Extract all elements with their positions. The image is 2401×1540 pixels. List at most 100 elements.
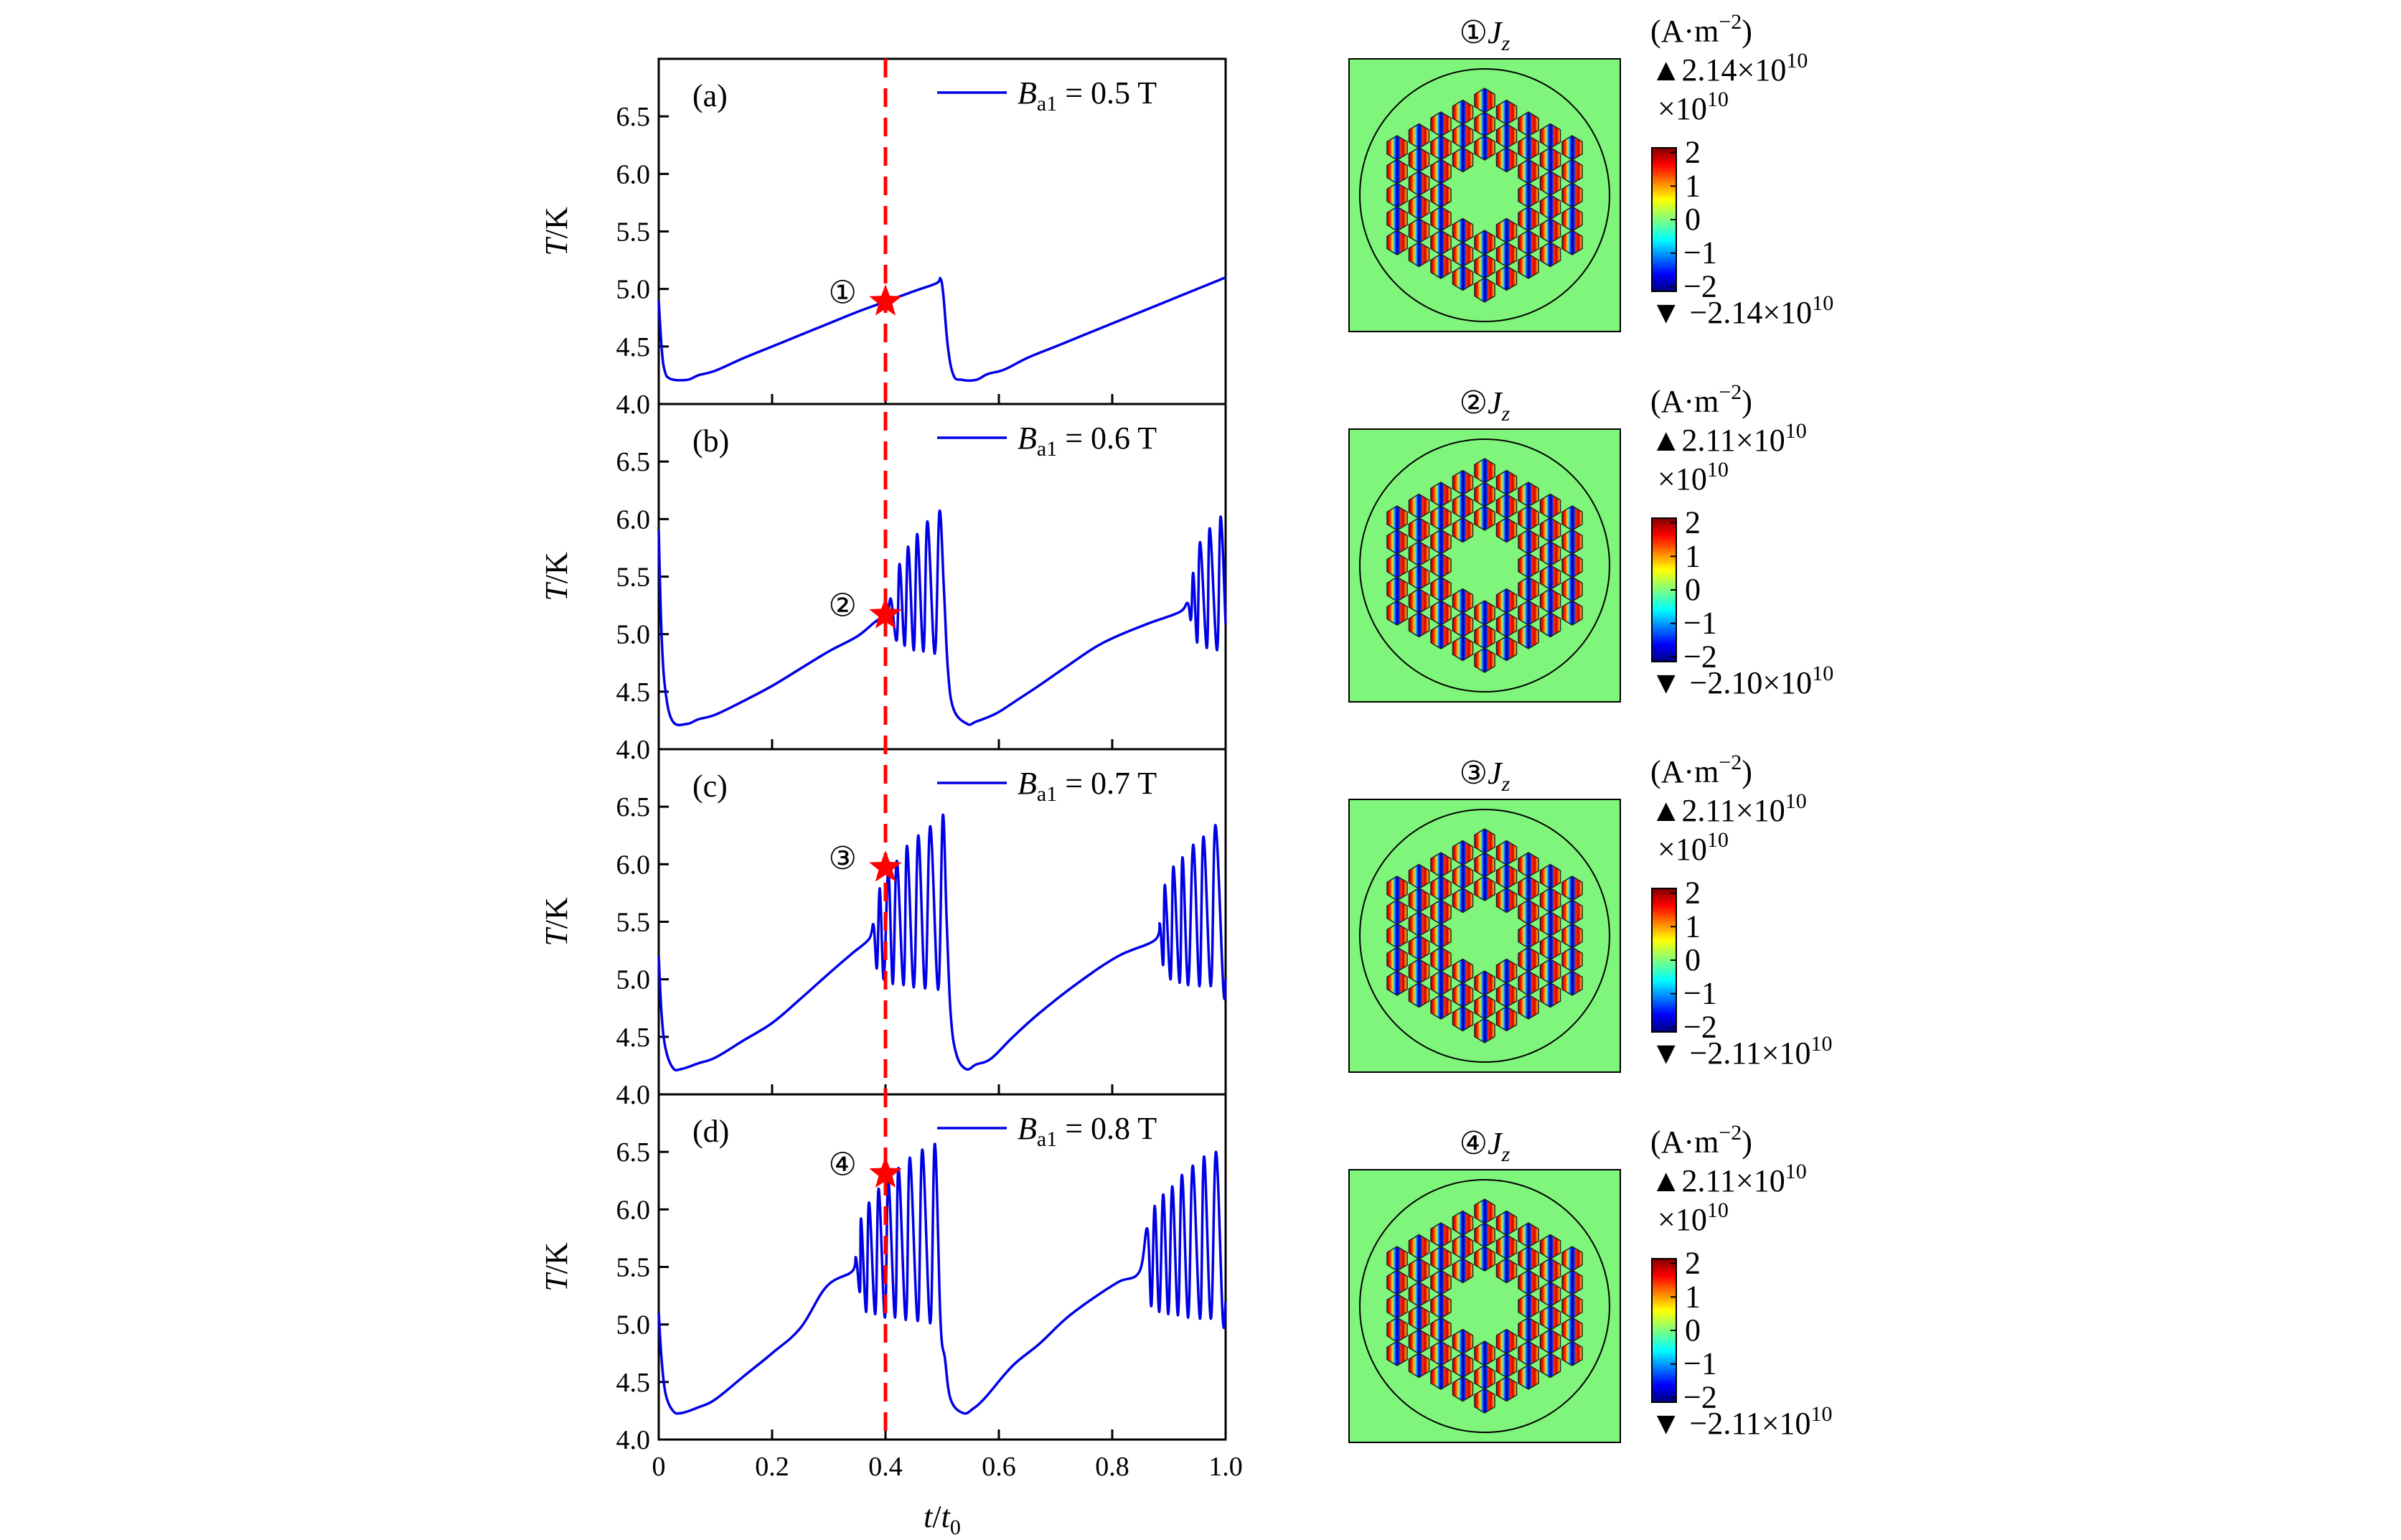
colorbar-scale-label: ×1010 xyxy=(1658,88,1729,126)
superconducting-filament xyxy=(1561,600,1583,626)
superconducting-filament xyxy=(1495,469,1518,496)
superconducting-filament xyxy=(1495,265,1518,291)
colorbar-tick-label: 2 xyxy=(1685,875,1701,911)
superconducting-filament xyxy=(1518,1341,1539,1366)
superconducting-filament xyxy=(1452,217,1474,244)
y-axis-label: T/K xyxy=(539,897,574,947)
superconducting-filament xyxy=(1386,899,1408,925)
superconducting-filament xyxy=(1430,576,1452,602)
marker-label: ② xyxy=(829,588,857,623)
marker-label: ① xyxy=(829,275,857,310)
superconducting-filament xyxy=(1430,529,1452,555)
legend-label: Ba1 = 0.8 T xyxy=(1018,1111,1157,1151)
legend-label: Ba1 = 0.7 T xyxy=(1018,766,1157,806)
boundary-circle xyxy=(1359,68,1610,322)
unit-label: (A·m−2) xyxy=(1650,10,1752,49)
superconducting-filament xyxy=(1518,505,1539,531)
superconducting-filament xyxy=(1386,230,1408,255)
marker-label: ④ xyxy=(829,1147,857,1183)
superconducting-filament xyxy=(1474,230,1495,255)
superconducting-filament xyxy=(1430,600,1452,626)
superconducting-filament xyxy=(1386,529,1408,555)
unit-label: (A·m−2) xyxy=(1650,751,1752,789)
superconducting-filament xyxy=(1408,241,1430,268)
superconducting-filament xyxy=(1452,1005,1474,1032)
boundary-circle xyxy=(1359,1179,1610,1433)
superconducting-filament xyxy=(1430,482,1452,507)
panel-b: 4.0 4.5 5.0 5.5 6.0 6.5 T/K (b) Ba1 = 0.6 T ② xyxy=(539,403,1227,765)
superconducting-filament xyxy=(1518,1222,1539,1248)
x-tick-label: 0.2 xyxy=(755,1452,789,1482)
colorbar-tick-label: 2 xyxy=(1685,135,1701,170)
superconducting-filament xyxy=(1386,206,1408,232)
superconducting-filament xyxy=(1561,1246,1583,1272)
colorbar-tick-label: 0 xyxy=(1685,1313,1701,1348)
superconducting-filament xyxy=(1561,159,1583,184)
colorbar-scale-label: ×1010 xyxy=(1658,458,1729,497)
superconducting-filament xyxy=(1495,1376,1518,1402)
superconducting-filament xyxy=(1408,1257,1430,1284)
superconducting-filament xyxy=(1430,875,1452,901)
superconducting-filament xyxy=(1430,135,1452,161)
y-label-symbol: T xyxy=(539,236,574,256)
superconducting-filament xyxy=(1495,611,1518,638)
legend-label: Ba1 = 0.5 T xyxy=(1018,75,1157,116)
superconducting-filament xyxy=(1518,875,1539,901)
superconducting-filament xyxy=(1518,230,1539,255)
min-value-label: ▼ −2.11×1010 xyxy=(1650,1032,1833,1071)
colorbar-tick-label: 1 xyxy=(1685,908,1701,944)
superconducting-filament xyxy=(1452,982,1474,1008)
superconducting-filament xyxy=(1430,553,1452,578)
superconducting-filament xyxy=(1539,934,1561,961)
y-tick-label: 6.0 xyxy=(616,504,651,535)
superconducting-filament xyxy=(1386,576,1408,602)
panel-c: 4.0 4.5 5.0 5.5 6.0 6.5 T/K (c) Ba1 = 0.7 T ③ xyxy=(539,748,1227,1110)
superconducting-filament xyxy=(1474,1018,1495,1043)
min-value-label: ▼ −2.10×1010 xyxy=(1650,662,1833,700)
superconducting-filament xyxy=(1430,111,1452,137)
superconducting-filament xyxy=(1539,146,1561,173)
superconducting-filament xyxy=(1430,159,1452,184)
superconducting-filament xyxy=(1474,624,1495,649)
superconducting-filament xyxy=(1495,1234,1518,1260)
legend-label: Ba1 = 0.6 T xyxy=(1018,421,1157,461)
superconducting-filament xyxy=(1561,899,1583,925)
superconducting-filament xyxy=(1474,1222,1495,1248)
unit-label: (A·m−2) xyxy=(1650,380,1752,419)
marker-label: ③ xyxy=(829,841,857,876)
panel-letter: (c) xyxy=(692,769,728,804)
colorbar-scale-label: ×1010 xyxy=(1658,1198,1729,1237)
superconducting-filament xyxy=(1495,588,1518,614)
superconducting-filament xyxy=(1539,588,1561,614)
x-axis-label: t/t0 xyxy=(924,1499,961,1539)
star-marker xyxy=(869,284,902,316)
superconducting-filament xyxy=(1539,194,1561,220)
superconducting-filament xyxy=(1474,505,1495,531)
superconducting-filament xyxy=(1452,863,1474,890)
y-tick-label: 4.5 xyxy=(616,332,651,362)
y-tick-label: 5.0 xyxy=(616,620,651,650)
y-tick-label: 5.0 xyxy=(616,275,651,305)
superconducting-filament xyxy=(1539,540,1561,567)
superconducting-filament xyxy=(1518,1293,1539,1319)
panel-letter: (d) xyxy=(692,1114,729,1149)
panel-letter: (b) xyxy=(692,423,729,459)
map-title: ③Jz xyxy=(1460,756,1510,796)
superconducting-filament xyxy=(1539,1257,1561,1284)
superconducting-filament xyxy=(1386,159,1408,184)
x-tick-label: 0.8 xyxy=(1095,1452,1129,1482)
superconducting-filament xyxy=(1452,469,1474,496)
superconducting-filament xyxy=(1452,611,1474,638)
y-tick-label: 6.0 xyxy=(616,159,651,189)
superconducting-filament xyxy=(1408,493,1430,520)
superconducting-filament xyxy=(1408,123,1430,149)
y-tick-label: 5.5 xyxy=(616,1253,651,1283)
superconducting-filament xyxy=(1408,1352,1430,1379)
superconducting-filament xyxy=(1561,230,1583,255)
panel-a: 4.0 4.5 5.0 5.5 6.0 6.5 T/K (a) Ba1 = 0.5 T ① xyxy=(539,57,1227,420)
superconducting-filament xyxy=(1430,230,1452,255)
superconducting-filament xyxy=(1518,576,1539,602)
superconducting-filament xyxy=(1474,970,1495,996)
superconducting-filament xyxy=(1408,1305,1430,1331)
